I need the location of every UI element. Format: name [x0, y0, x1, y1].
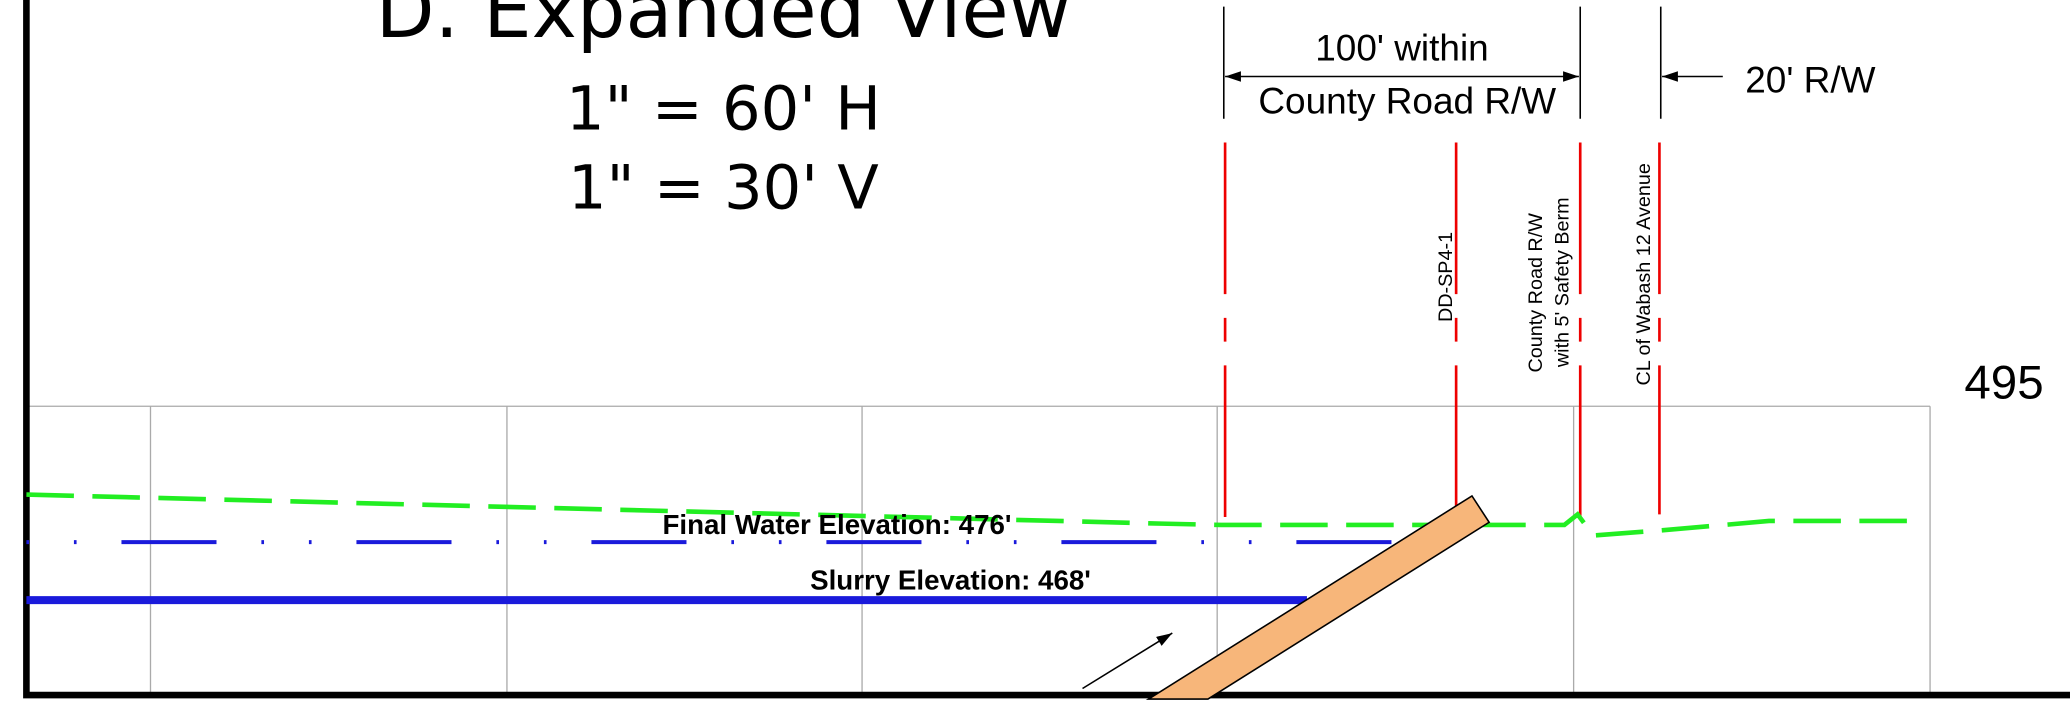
title: D. Expanded View — [376, 0, 1072, 56]
marker-lines — [1223, 142, 1661, 524]
dimension-lines — [1222, 6, 1723, 119]
elevation-label: Final Water Elevation: 476' — [662, 509, 1011, 540]
scale-v: 1" = 30' V — [568, 153, 879, 223]
elevation-label: Slurry Elevation: 468' — [810, 565, 1091, 596]
dimension-label: County Road R/W — [1258, 80, 1556, 121]
dimension-label: 100' within — [1315, 28, 1488, 69]
scale-h: 1" = 60' H — [566, 74, 881, 144]
pipe — [1145, 494, 1491, 700]
border — [23, 0, 2070, 699]
marker-label: CL of Wabash 12 Avenue — [1633, 163, 1655, 385]
grid-label: 495 — [1964, 356, 2043, 409]
dimension-label: 20' R/W — [1745, 59, 1875, 100]
arrow — [1082, 632, 1173, 690]
water-line — [26, 492, 1915, 538]
marker-label: County Road R/W — [1525, 213, 1547, 373]
grid — [26, 405, 1931, 696]
marker-label: DD-SP4-1 — [1435, 232, 1457, 322]
marker-sublabel: with 5' Safety Berm — [1551, 197, 1573, 368]
